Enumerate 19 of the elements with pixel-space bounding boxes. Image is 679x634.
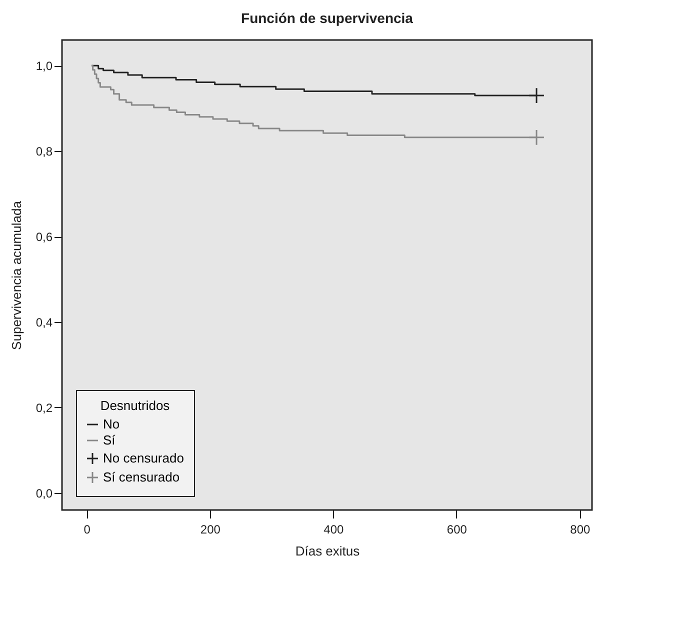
y-tick-label: 1,0 [36,59,53,74]
legend-label: Sí [103,432,116,448]
legend-label: No censurado [103,450,184,466]
y-tick-label: 0,2 [36,400,53,415]
x-tick-label: 600 [446,522,468,536]
x-tick-label: 0 [84,522,91,536]
y-axis-title: Supervivencia acumulada [8,200,24,350]
y-tick-label: 0,0 [36,486,53,500]
legend-label: Sí censurado [103,470,180,484]
legend-label: No [103,416,120,432]
y-tick-label: 0,6 [36,230,53,244]
x-tick-label: 200 [200,522,221,536]
legend-title: Desnutridos [100,398,170,413]
y-tick-label: 0,4 [36,316,53,330]
x-tick-label: 400 [324,522,344,536]
y-tick-label: 0,8 [36,144,53,159]
x-axis-title: Días exitus [295,544,360,558]
chart-title: Función de supervivencia [241,10,414,26]
x-tick-label: 800 [570,522,591,536]
